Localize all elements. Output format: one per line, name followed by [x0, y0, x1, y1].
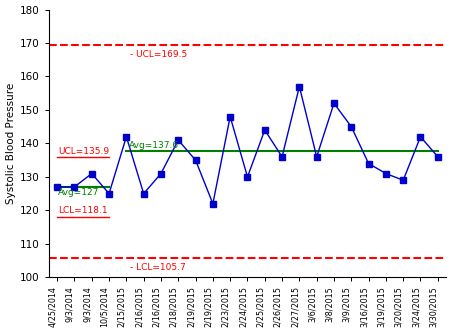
Text: LCL=118.1: LCL=118.1	[58, 206, 107, 215]
Text: UCL=135.9: UCL=135.9	[58, 147, 109, 156]
Text: Avg=137.6: Avg=137.6	[129, 141, 179, 150]
Text: - LCL=105.7: - LCL=105.7	[129, 263, 185, 272]
Text: - UCL=169.5: - UCL=169.5	[129, 50, 187, 59]
Y-axis label: Systolic Blood Pressure: Systolic Blood Pressure	[5, 83, 15, 204]
Text: Avg=127: Avg=127	[58, 188, 99, 197]
